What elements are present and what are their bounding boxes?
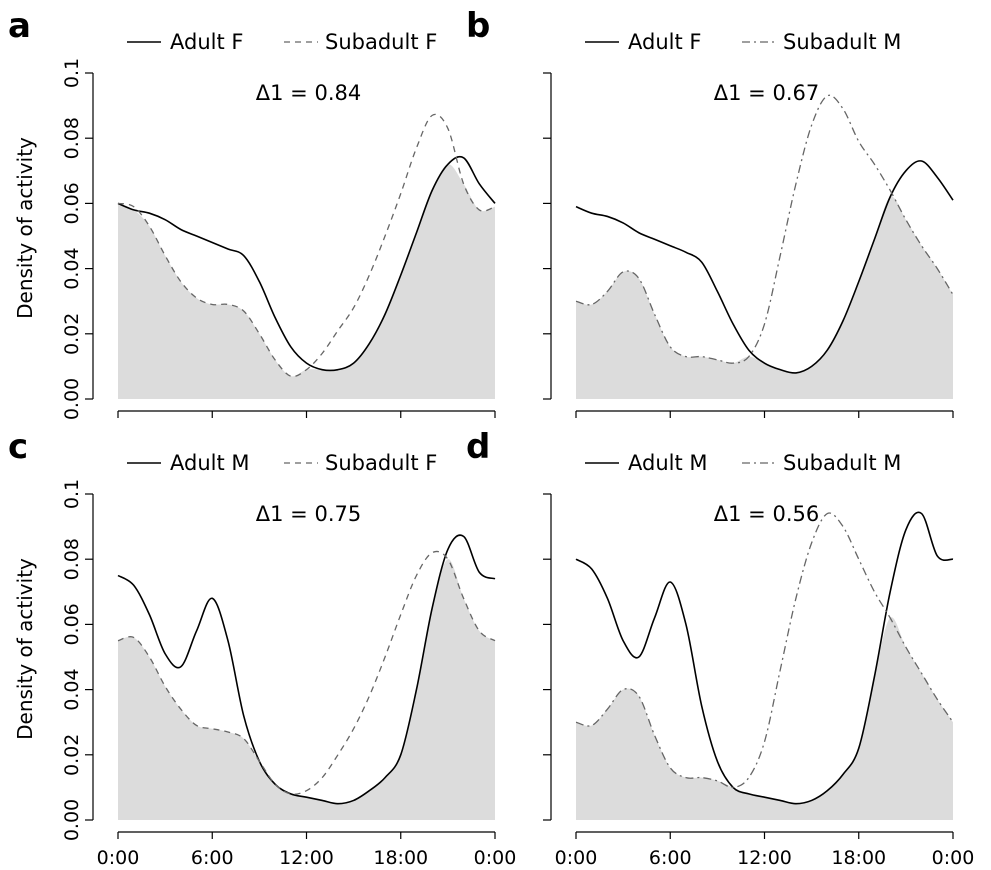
x-tick-label: 18:00 — [831, 847, 886, 869]
y-tick-label: 0.06 — [61, 603, 83, 645]
series-line-dashed — [117, 113, 496, 378]
overlap-area — [118, 164, 495, 399]
x-tick-label: 0:00 — [932, 847, 975, 869]
x-axis: 0:00 6:00 12:00 18:00 0:00 — [555, 831, 975, 869]
legend-label: Adult M — [628, 451, 708, 475]
panel-label: c — [8, 427, 28, 467]
x-tick-label: 12:00 — [737, 847, 792, 869]
legend: Adult F Subadult M — [585, 30, 901, 54]
overlap-annotation: Δ1 = 0.56 — [714, 502, 819, 526]
series-line-dashed — [575, 512, 954, 789]
y-tick-label: 0.08 — [61, 117, 83, 159]
series-line-dashed — [117, 550, 496, 795]
legend-label: Subadult F — [325, 451, 437, 475]
series-line-solid — [117, 155, 496, 372]
x-axis — [575, 410, 954, 418]
series-line-solid — [575, 160, 954, 374]
x-axis — [117, 410, 496, 418]
legend-label: Subadult M — [783, 451, 901, 475]
panel-label: b — [466, 6, 490, 46]
y-axis-label: Density of activity — [13, 558, 37, 740]
y-axis — [543, 493, 552, 821]
y-tick-label: 0.08 — [61, 538, 83, 580]
legend: Adult M Subadult M — [585, 451, 901, 475]
panel-label: a — [8, 6, 31, 46]
y-tick-label: 0.1 — [61, 479, 83, 509]
y-tick-label: 0.02 — [61, 313, 83, 355]
x-tick-label: 18:00 — [373, 847, 428, 869]
y-axis-label: Density of activity — [13, 137, 37, 319]
x-tick-label: 0:00 — [97, 847, 140, 869]
legend-label: Subadult M — [783, 30, 901, 54]
x-axis: 0:00 6:00 12:00 18:00 0:00 — [97, 831, 517, 869]
panel-label: d — [466, 427, 490, 467]
overlap-annotation: Δ1 = 0.75 — [256, 502, 361, 526]
overlap-annotation: Δ1 = 0.84 — [256, 81, 361, 105]
series-line-dashed — [575, 94, 954, 364]
x-tick-label: 12:00 — [279, 847, 334, 869]
overlap-area — [576, 196, 953, 399]
panel-c: 0.00 0.02 0.04 0.06 0.08 0.1 0:00 6:00 12:00 18:0… — [8, 427, 516, 869]
series-line-solid — [117, 534, 496, 805]
series-line-solid — [575, 511, 954, 805]
y-tick-label: 0.00 — [61, 799, 83, 841]
overlap-annotation: Δ1 = 0.67 — [714, 81, 819, 105]
panel-d: 0:00 6:00 12:00 18:00 0:00 d Adult M Subadult M… — [466, 427, 974, 869]
y-tick-label: 0.00 — [61, 378, 83, 420]
legend-label: Adult F — [170, 30, 243, 54]
y-tick-label: 0.06 — [61, 182, 83, 224]
y-axis: 0.00 0.02 0.04 0.06 0.08 0.1 — [61, 479, 94, 841]
legend-label: Subadult F — [325, 30, 437, 54]
overlap-area — [576, 617, 953, 820]
legend: Adult M Subadult F — [127, 451, 437, 475]
y-tick-label: 0.02 — [61, 734, 83, 776]
panel-b: b Adult F Subadult M Δ1 = 0.67 — [466, 6, 954, 418]
y-axis — [543, 72, 552, 400]
x-tick-label: 0:00 — [555, 847, 598, 869]
y-tick-label: 0.04 — [61, 668, 83, 710]
panel-a: 0.00 0.02 0.04 0.06 0.08 0.1 Density of activi… — [8, 6, 496, 420]
x-tick-label: 6:00 — [649, 847, 692, 869]
y-tick-label: 0.1 — [61, 58, 83, 88]
y-axis: 0.00 0.02 0.04 0.06 0.08 0.1 — [61, 58, 94, 420]
legend-label: Adult M — [170, 451, 250, 475]
legend-label: Adult F — [628, 30, 701, 54]
x-tick-label: 6:00 — [191, 847, 234, 869]
legend: Adult F Subadult F — [127, 30, 437, 54]
x-tick-label: 0:00 — [474, 847, 517, 869]
y-tick-label: 0.04 — [61, 247, 83, 289]
overlap-area — [118, 559, 495, 820]
